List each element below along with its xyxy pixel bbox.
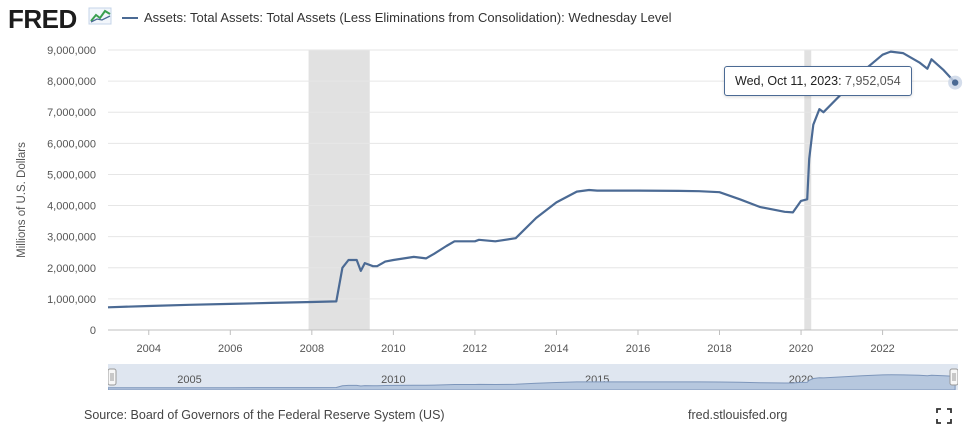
- hover-marker-layer: [948, 75, 963, 90]
- range-navigator[interactable]: 2005 2010 2015 2020: [108, 364, 958, 390]
- tooltip-date: Wed, Oct 11, 2023:: [735, 74, 842, 88]
- legend-series-title[interactable]: Assets: Total Assets: Total Assets (Less…: [144, 10, 672, 25]
- y-tick-label: 9,000,000: [47, 45, 96, 57]
- x-tick-label: 2018: [707, 343, 731, 355]
- navigator-right-handle[interactable]: [949, 368, 958, 386]
- navigator-year-label: 2005: [177, 374, 201, 386]
- y-tick-label: 8,000,000: [47, 76, 96, 88]
- y-axis-ticks: 0 1,000,000 2,000,000 3,000,000 4,000,000 5,0…: [47, 45, 96, 337]
- y-tick-label: 3,000,000: [47, 232, 96, 244]
- x-axis-ticks: 2004 2006 2008 2010 2012 2014 2016 2018 2020 2022: [137, 330, 895, 355]
- fullscreen-icon[interactable]: [936, 408, 952, 424]
- y-tick-label: 2,000,000: [47, 263, 96, 275]
- y-tick-label: 4,000,000: [47, 201, 96, 213]
- x-tick-label: 2006: [218, 343, 242, 355]
- y-tick-label: 6,000,000: [47, 138, 96, 150]
- y-tick-label: 7,000,000: [47, 107, 96, 119]
- navigator-year-label: 2010: [381, 374, 405, 386]
- x-tick-label: 2020: [789, 343, 813, 355]
- y-tick-label: 5,000,000: [47, 169, 96, 181]
- gridlines-layer: [108, 49, 958, 331]
- x-tick-label: 2004: [137, 343, 161, 355]
- x-tick-label: 2010: [381, 343, 405, 355]
- chart-header: FRED Assets: Total Assets: Total Assets …: [0, 0, 972, 36]
- x-tick-label: 2014: [544, 343, 568, 355]
- data-tooltip: Wed, Oct 11, 2023: 7,952,054: [724, 66, 912, 96]
- legend-swatch: [122, 17, 138, 19]
- y-axis-label: Millions of U.S. Dollars: [16, 142, 28, 258]
- line-chart: 0 1,000,000 2,000,000 3,000,000 4,000,000 5,0…: [16, 45, 963, 355]
- fred-sparkline-icon: [88, 7, 112, 25]
- x-tick-label: 2012: [463, 343, 487, 355]
- source-note: Source: Board of Governors of the Federa…: [84, 408, 445, 422]
- x-tick-label: 2016: [626, 343, 650, 355]
- hover-point[interactable]: [951, 79, 959, 86]
- tooltip-value: 7,952,054: [845, 74, 901, 88]
- navigator-area: [108, 374, 956, 390]
- site-link[interactable]: fred.stlouisfed.org: [688, 408, 788, 422]
- y-tick-label: 0: [90, 325, 96, 337]
- navigator-left-handle[interactable]: [108, 368, 117, 386]
- y-tick-label: 1,000,000: [47, 294, 96, 306]
- x-tick-label: 2008: [300, 343, 324, 355]
- x-tick-label: 2022: [870, 343, 894, 355]
- fred-logo[interactable]: FRED: [8, 4, 77, 34]
